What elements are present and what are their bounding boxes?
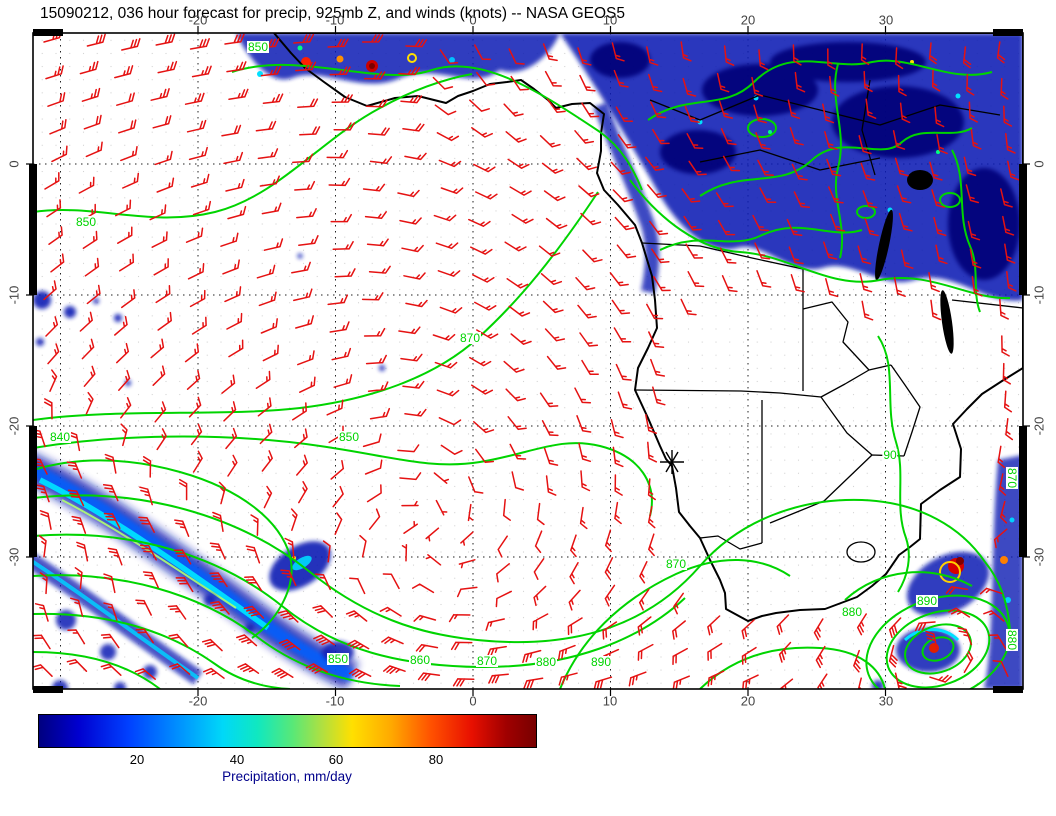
axis-tick-marks bbox=[26, 26, 1030, 696]
contour-label: 90 bbox=[882, 448, 898, 462]
axis-tick-top: 30 bbox=[878, 12, 894, 28]
contour-label: 890 bbox=[589, 655, 613, 669]
frame-degree-bars bbox=[29, 29, 1027, 693]
axis-tick-top: 20 bbox=[740, 12, 756, 28]
contour-label: 850 bbox=[246, 40, 270, 54]
contour-label: 870 bbox=[475, 654, 499, 668]
africa-coastline bbox=[273, 33, 1023, 622]
contour-label: 880 bbox=[1005, 628, 1019, 652]
axis-tick-right: -10 bbox=[1031, 285, 1047, 305]
colorbar-label: Precipitation, mm/day bbox=[222, 769, 352, 784]
precipitation-layer bbox=[33, 33, 1023, 689]
plot-title: 15090212, 036 hour forecast for precip, … bbox=[40, 5, 625, 22]
wind-barbs-path bbox=[33, 33, 1020, 689]
map-frame bbox=[26, 26, 1030, 696]
colorbar-tick: 40 bbox=[229, 752, 245, 767]
axis-tick-top: 10 bbox=[602, 12, 618, 28]
axis-tick-top: -20 bbox=[188, 12, 208, 28]
contour-label: 880 bbox=[534, 655, 558, 669]
axis-tick-left: -20 bbox=[6, 416, 22, 436]
contour-label: 850 bbox=[337, 430, 361, 444]
contour-label: 870 bbox=[664, 557, 688, 571]
axis-tick-top: 0 bbox=[469, 12, 477, 28]
contour-label: 870 bbox=[1005, 466, 1019, 490]
axis-tick-left: -10 bbox=[6, 285, 22, 305]
axis-tick-left: 0 bbox=[6, 160, 22, 168]
axis-tick-right: -30 bbox=[1031, 547, 1047, 567]
contour-label: 850 bbox=[74, 215, 98, 229]
axis-tick-bottom: 10 bbox=[602, 693, 618, 709]
contour-label: 840 bbox=[48, 430, 72, 444]
axis-tick-bottom: 20 bbox=[740, 693, 756, 709]
axis-tick-left: -30 bbox=[6, 547, 22, 567]
contour-label: 890 bbox=[915, 594, 939, 608]
axis-tick-bottom: 30 bbox=[878, 693, 894, 709]
contour-label: 860 bbox=[408, 653, 432, 667]
axis-tick-right: -20 bbox=[1031, 416, 1047, 436]
colorbar-gradient bbox=[38, 714, 537, 748]
contour-label: 880 bbox=[840, 605, 864, 619]
wind-barb-layer bbox=[33, 33, 1020, 689]
lakes bbox=[875, 170, 954, 354]
colorbar-tick: 60 bbox=[328, 752, 344, 767]
axis-tick-bottom: 0 bbox=[469, 693, 477, 709]
axis-tick-bottom: -10 bbox=[325, 693, 345, 709]
axis-tick-bottom: -20 bbox=[188, 693, 208, 709]
contour-label: 850 bbox=[326, 652, 350, 666]
colorbar-tick: 80 bbox=[428, 752, 444, 767]
location-marker bbox=[660, 450, 684, 474]
axis-tick-top: -10 bbox=[325, 12, 345, 28]
axis-tick-right: 0 bbox=[1031, 160, 1047, 168]
contour-label: 870 bbox=[458, 331, 482, 345]
colorbar-tick: 20 bbox=[129, 752, 145, 767]
